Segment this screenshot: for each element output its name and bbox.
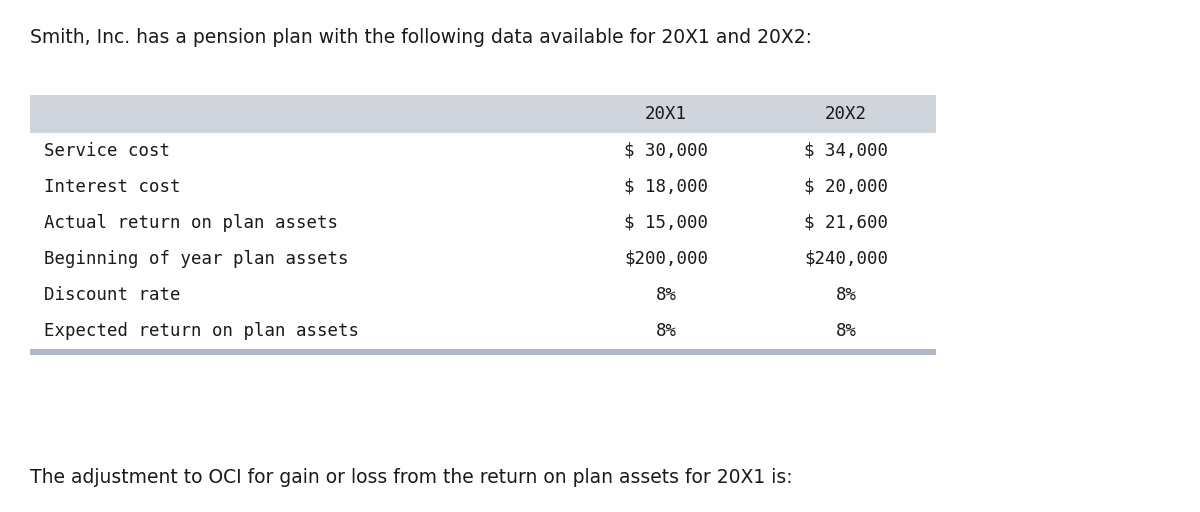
Text: Discount rate: Discount rate: [44, 286, 180, 304]
Text: Actual return on plan assets: Actual return on plan assets: [44, 214, 338, 232]
Text: Interest cost: Interest cost: [44, 178, 180, 196]
Text: $240,000: $240,000: [804, 250, 888, 268]
Text: 8%: 8%: [835, 322, 857, 340]
Text: 8%: 8%: [655, 286, 677, 304]
Bar: [30, 349, 936, 355]
Text: The adjustment to OCI for gain or loss from the return on plan assets for 20X1 i: The adjustment to OCI for gain or loss f…: [30, 468, 793, 487]
Text: $200,000: $200,000: [624, 250, 708, 268]
Text: $ 34,000: $ 34,000: [804, 142, 888, 160]
Text: Smith, Inc. has a pension plan with the following data available for 20X1 and 20: Smith, Inc. has a pension plan with the …: [30, 28, 812, 47]
Text: $ 21,600: $ 21,600: [804, 214, 888, 232]
Text: $ 15,000: $ 15,000: [624, 214, 708, 232]
Text: $ 18,000: $ 18,000: [624, 178, 708, 196]
Text: $ 30,000: $ 30,000: [624, 142, 708, 160]
Text: $ 20,000: $ 20,000: [804, 178, 888, 196]
Text: Beginning of year plan assets: Beginning of year plan assets: [44, 250, 348, 268]
Text: 8%: 8%: [655, 322, 677, 340]
Bar: [30, 95, 936, 133]
Text: Service cost: Service cost: [44, 142, 170, 160]
Text: 20X2: 20X2: [826, 105, 866, 123]
Text: 8%: 8%: [835, 286, 857, 304]
Text: Expected return on plan assets: Expected return on plan assets: [44, 322, 359, 340]
Text: 20X1: 20X1: [646, 105, 688, 123]
